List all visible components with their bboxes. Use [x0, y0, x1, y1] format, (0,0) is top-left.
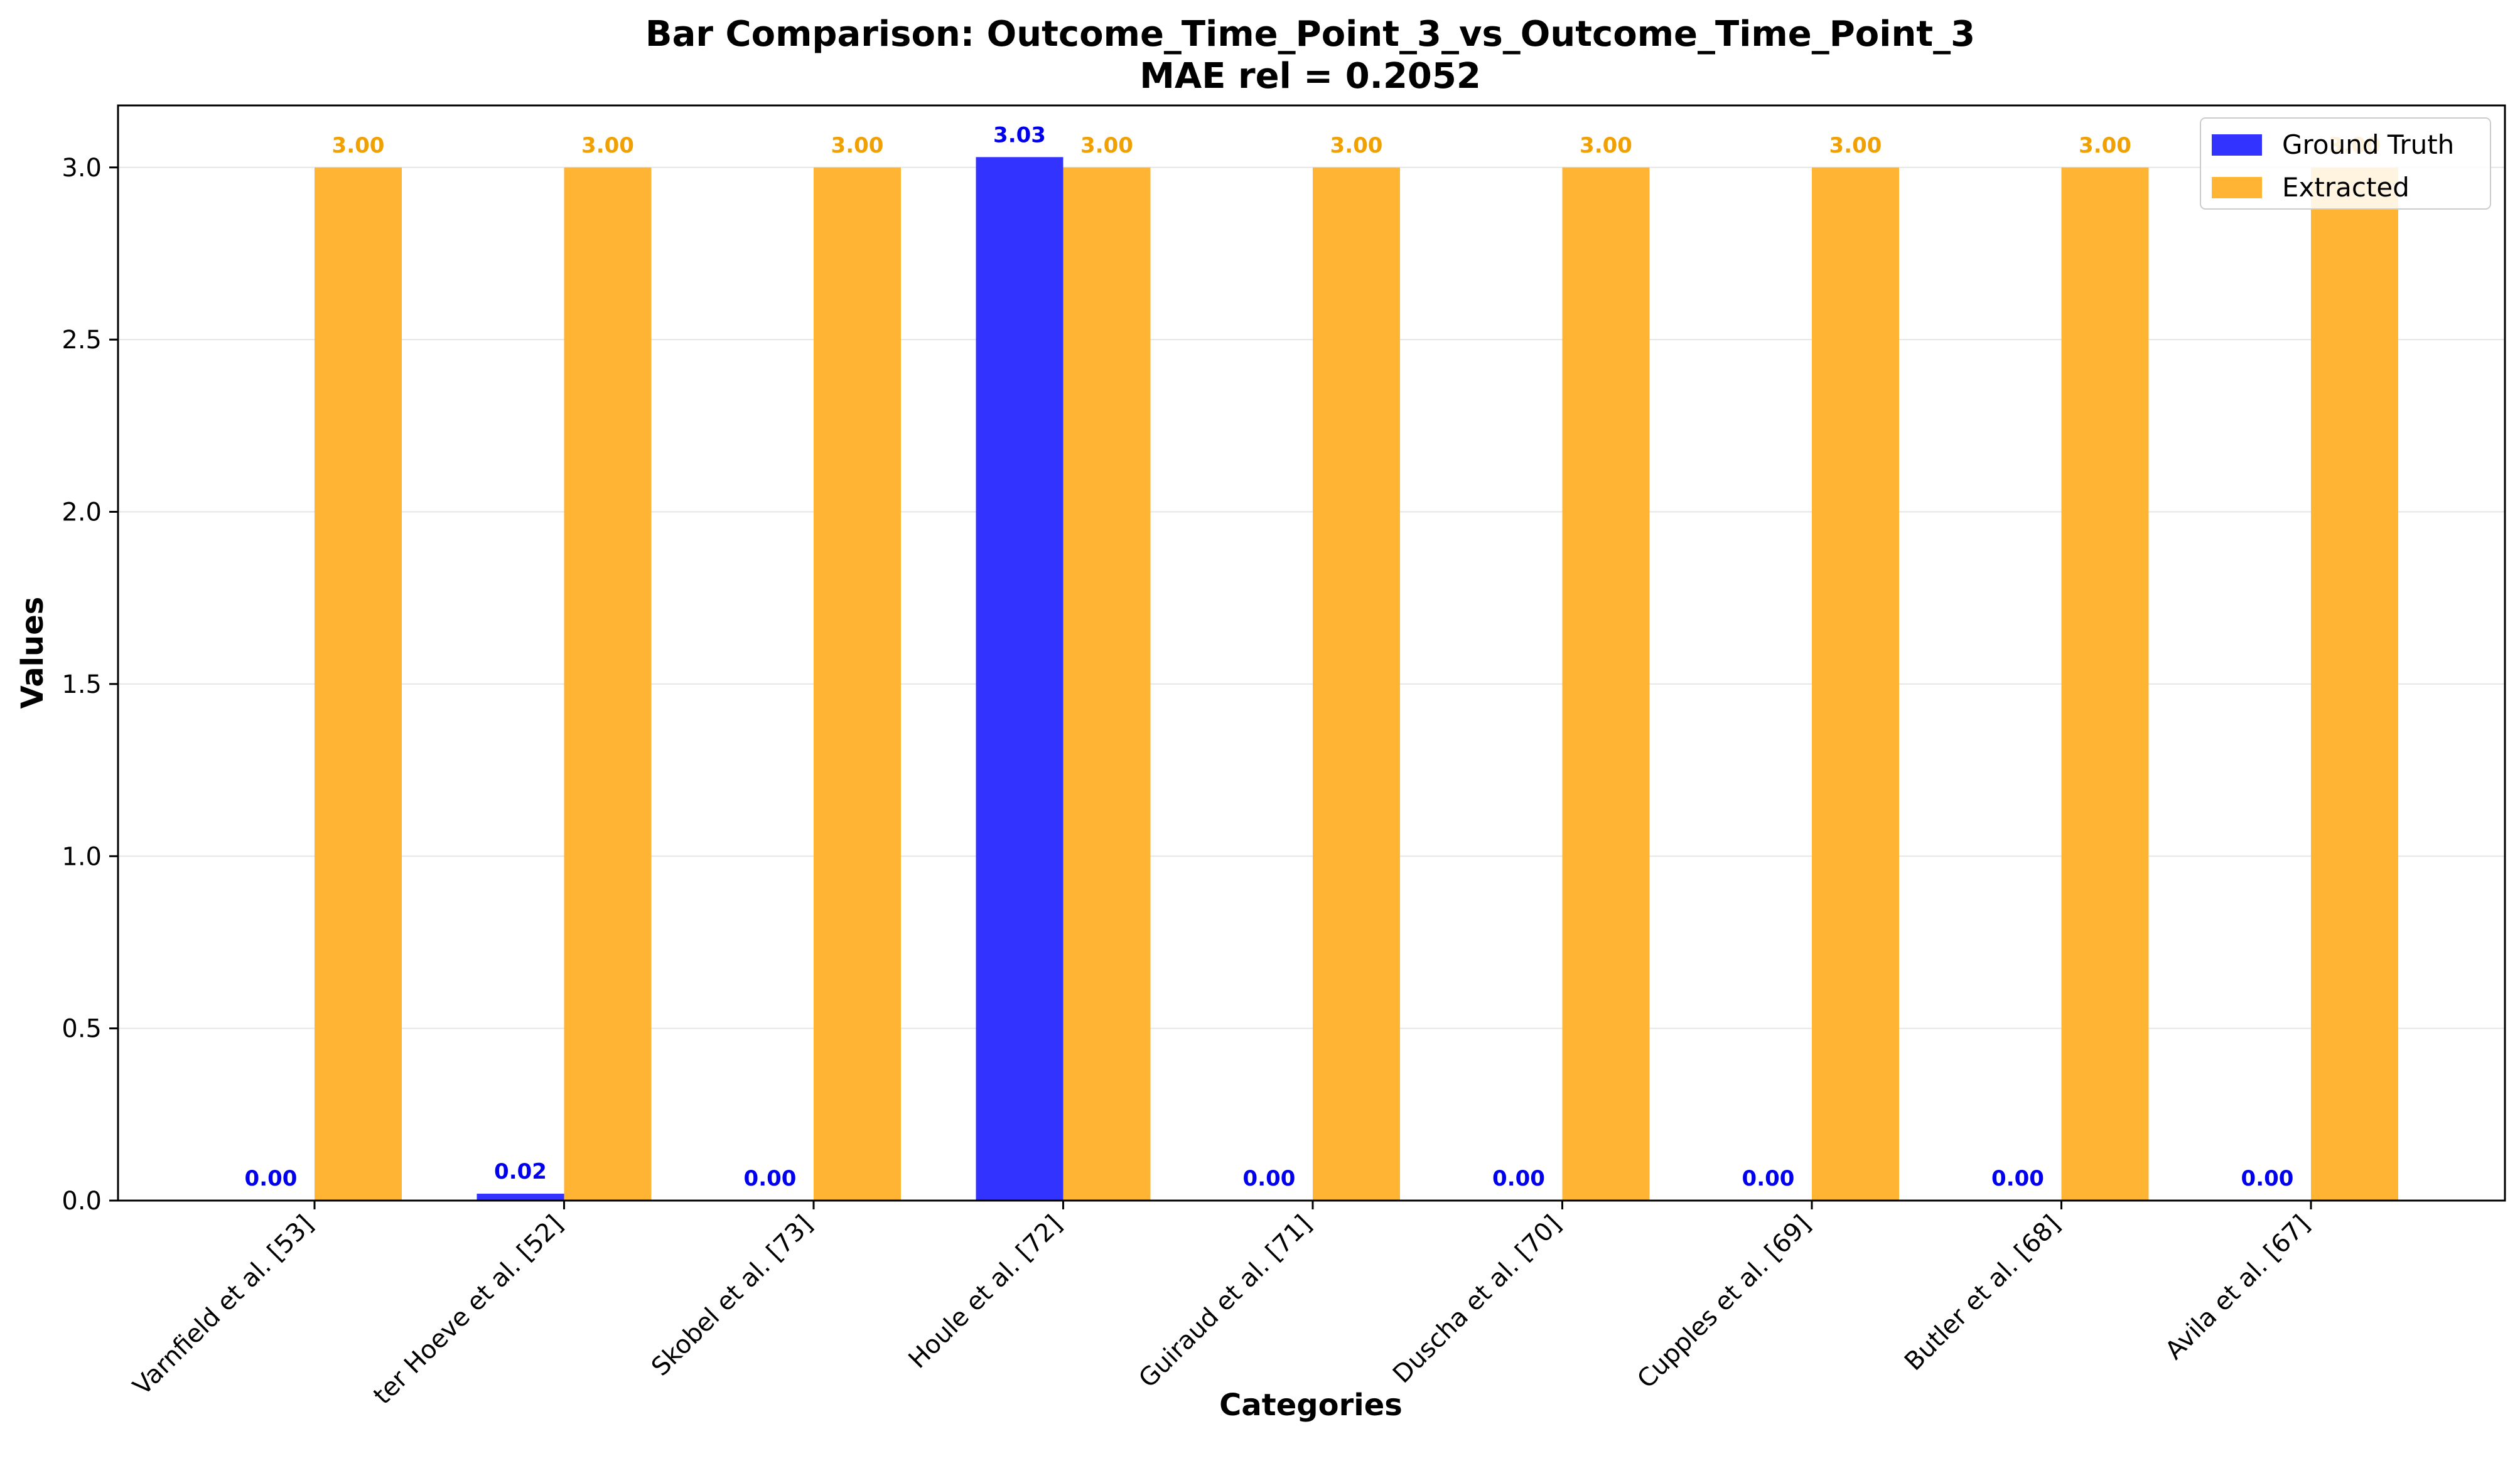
extracted-value-label: 3.00 [581, 133, 634, 158]
y-axis: 0.0 0.5 1.0 1.5 2.0 2.5 3.0 [62, 154, 118, 1216]
legend-box [2200, 117, 2491, 210]
extracted-bar [2311, 167, 2398, 1201]
y-tick-label: 2.5 [62, 326, 102, 355]
ground-truth-value-label: 0.00 [1991, 1166, 2044, 1191]
ground-truth-value-label: 0.00 [744, 1166, 797, 1191]
extracted-value-label: 3.00 [2079, 133, 2131, 158]
legend-swatch-ground-truth [2212, 134, 2262, 156]
extracted-bar [1812, 167, 1899, 1201]
ground-truth-value-label: 0.00 [1742, 1166, 1795, 1191]
y-tick-label: 0.0 [62, 1187, 102, 1216]
bar-value-labels: 0.00 3.00 0.02 3.00 0.00 3.00 3.03 3.00 0.00 3.00… [245, 122, 2381, 1191]
extracted-bar [315, 167, 402, 1201]
extracted-value-label: 3.00 [1080, 133, 1133, 158]
ground-truth-value-label: 0.02 [494, 1159, 547, 1184]
y-tick-label: 1.5 [62, 670, 102, 699]
extracted-value-label: 3.00 [1580, 133, 1632, 158]
chart-title: Bar Comparison: Outcome_Time_Point_3_vs_… [645, 14, 1975, 55]
extracted-bar [564, 167, 652, 1201]
extracted-bar [1063, 167, 1151, 1201]
extracted-value-label: 3.00 [1829, 133, 1882, 158]
legend-swatch-extracted [2212, 177, 2262, 198]
ground-truth-bar [477, 1194, 564, 1201]
ground-truth-value-label: 3.03 [993, 122, 1046, 147]
ground-truth-value-label: 0.00 [245, 1166, 298, 1191]
y-tick-label: 3.0 [62, 154, 102, 183]
extracted-value-label: 3.00 [1330, 133, 1383, 158]
bars [315, 157, 2398, 1201]
ground-truth-bar [976, 157, 1063, 1201]
extracted-value-label: 3.00 [332, 133, 385, 158]
ground-truth-value-label: 0.00 [2241, 1166, 2294, 1191]
extracted-bar [1313, 167, 1400, 1201]
y-tick-label: 2.0 [62, 498, 102, 527]
plot-frame [117, 104, 2506, 1202]
y-tick-label: 0.5 [62, 1015, 102, 1044]
extracted-value-label: 3.00 [831, 133, 884, 158]
legend-label-ground-truth: Ground Truth [2282, 129, 2454, 160]
chart-subtitle: MAE rel = 0.2052 [1139, 56, 1481, 97]
legend-label-extracted: Extracted [2282, 172, 2410, 203]
extracted-bar [2061, 167, 2149, 1201]
y-tick-label: 1.0 [62, 842, 102, 871]
ground-truth-value-label: 0.00 [1243, 1166, 1296, 1191]
extracted-bar [1562, 167, 1650, 1201]
x-axis-label: Categories [1219, 1388, 1403, 1423]
y-axis-label: Values [15, 597, 50, 709]
legend: Ground Truth Extracted [2200, 117, 2491, 210]
extracted-bar [814, 167, 901, 1201]
ground-truth-value-label: 0.00 [1492, 1166, 1545, 1191]
